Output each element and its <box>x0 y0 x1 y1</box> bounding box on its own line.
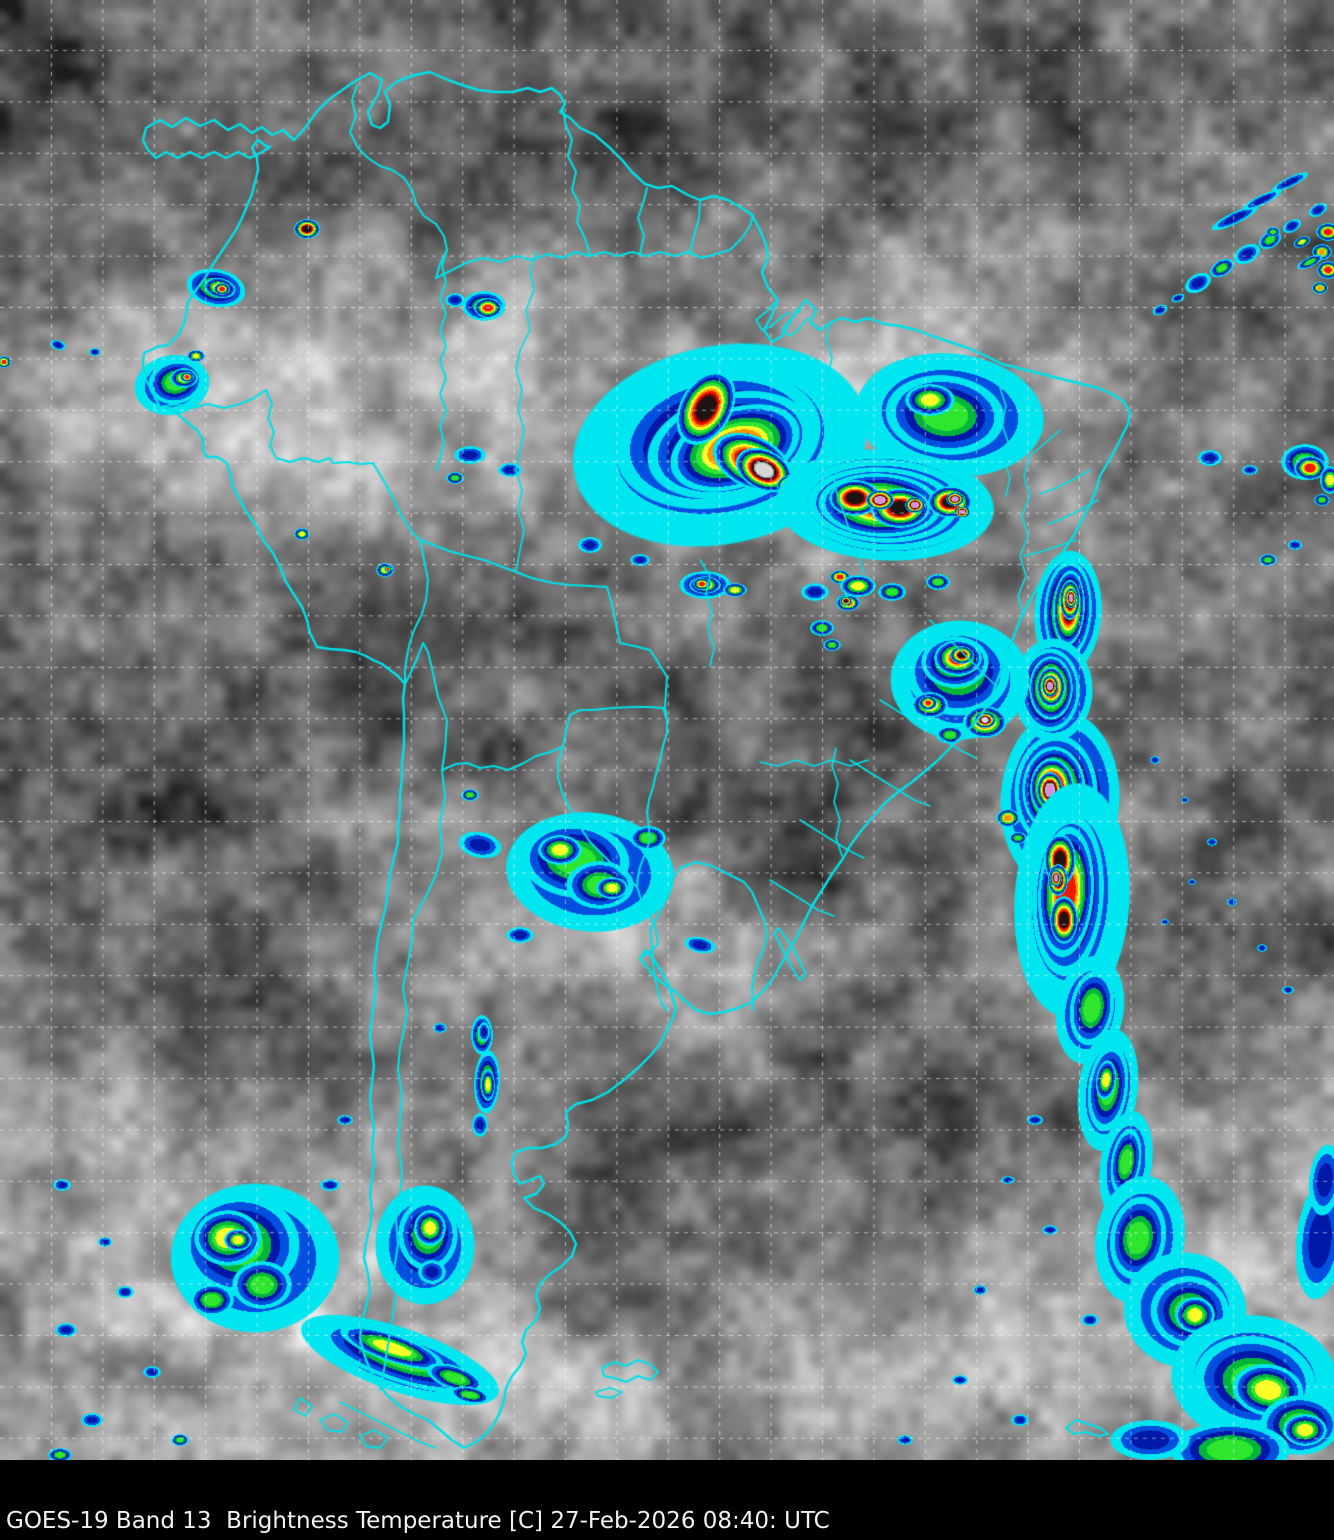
caption-text: GOES-19 Band 13 Brightness Temperature [… <box>6 1508 830 1534</box>
caption-bar: GOES-19 Band 13 Brightness Temperature [… <box>0 1460 1334 1540</box>
satellite-image <box>0 0 1334 1460</box>
